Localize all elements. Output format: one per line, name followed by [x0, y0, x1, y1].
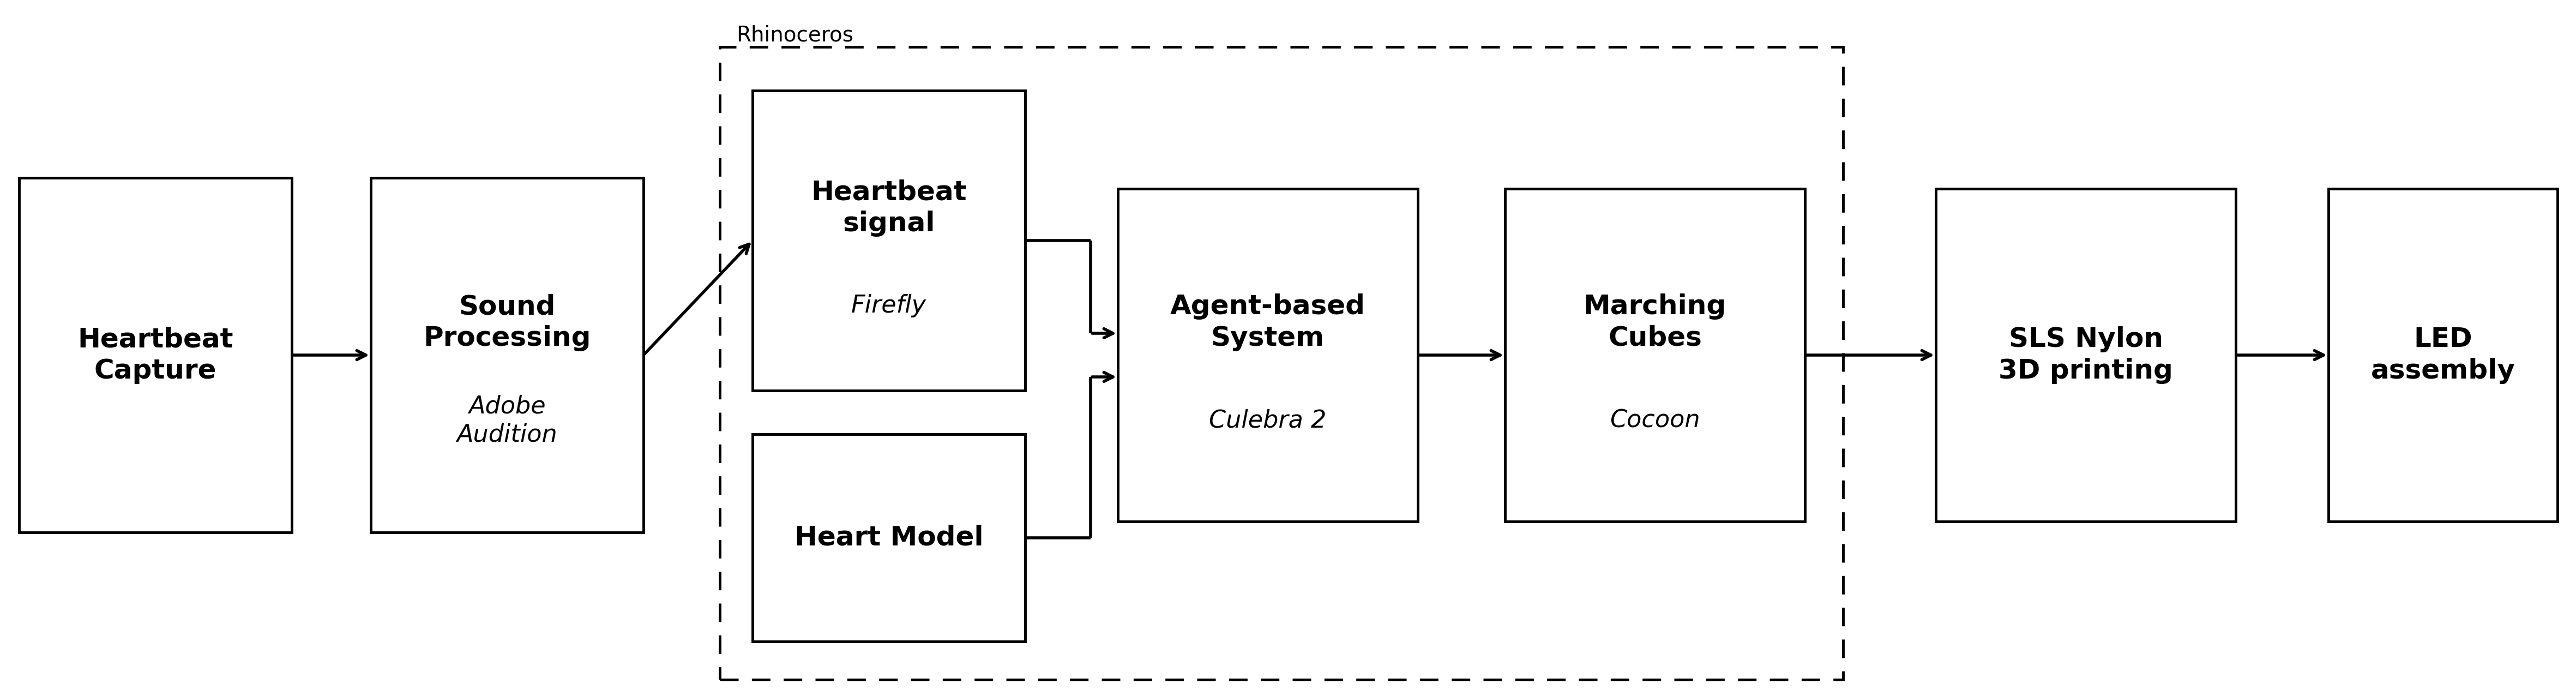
Text: Heartbeat
Capture: Heartbeat Capture — [77, 326, 234, 384]
Text: Firefly: Firefly — [850, 294, 927, 318]
Bar — [1118, 189, 1417, 521]
Text: Marching
Cubes: Marching Cubes — [1584, 294, 1726, 351]
Bar — [752, 434, 1025, 642]
Bar — [719, 47, 1842, 679]
Text: Rhinoceros: Rhinoceros — [737, 25, 853, 46]
Text: Sound
Processing: Sound Processing — [422, 294, 590, 351]
Bar — [1935, 189, 2236, 521]
Text: Agent-based
System: Agent-based System — [1170, 294, 1365, 351]
Bar — [2329, 189, 2558, 521]
Bar — [18, 177, 291, 532]
Text: Culebra 2: Culebra 2 — [1208, 409, 1327, 432]
Text: Adobe
Audition: Adobe Audition — [456, 395, 556, 446]
Text: Heartbeat
signal: Heartbeat signal — [811, 179, 966, 237]
Bar — [371, 177, 644, 532]
Text: Cocoon: Cocoon — [1610, 409, 1700, 432]
Bar — [752, 90, 1025, 390]
Text: Heart Model: Heart Model — [793, 525, 984, 551]
Bar — [1504, 189, 1806, 521]
Text: SLS Nylon
3D printing: SLS Nylon 3D printing — [1999, 326, 2174, 384]
Text: LED
assembly: LED assembly — [2370, 326, 2514, 384]
